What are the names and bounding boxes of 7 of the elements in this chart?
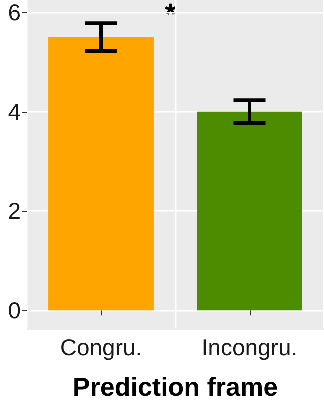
x-tick-label: Incongru. bbox=[202, 334, 298, 360]
y-tick-label: 4 bbox=[8, 98, 22, 125]
y-tick-label: 2 bbox=[8, 198, 21, 224]
y-tick-label: 6 bbox=[8, 0, 21, 26]
y-tick-label: 0 bbox=[8, 298, 21, 324]
x-axis-title: Prediction frame bbox=[72, 372, 278, 402]
x-tick-label: Congru. bbox=[60, 334, 142, 360]
